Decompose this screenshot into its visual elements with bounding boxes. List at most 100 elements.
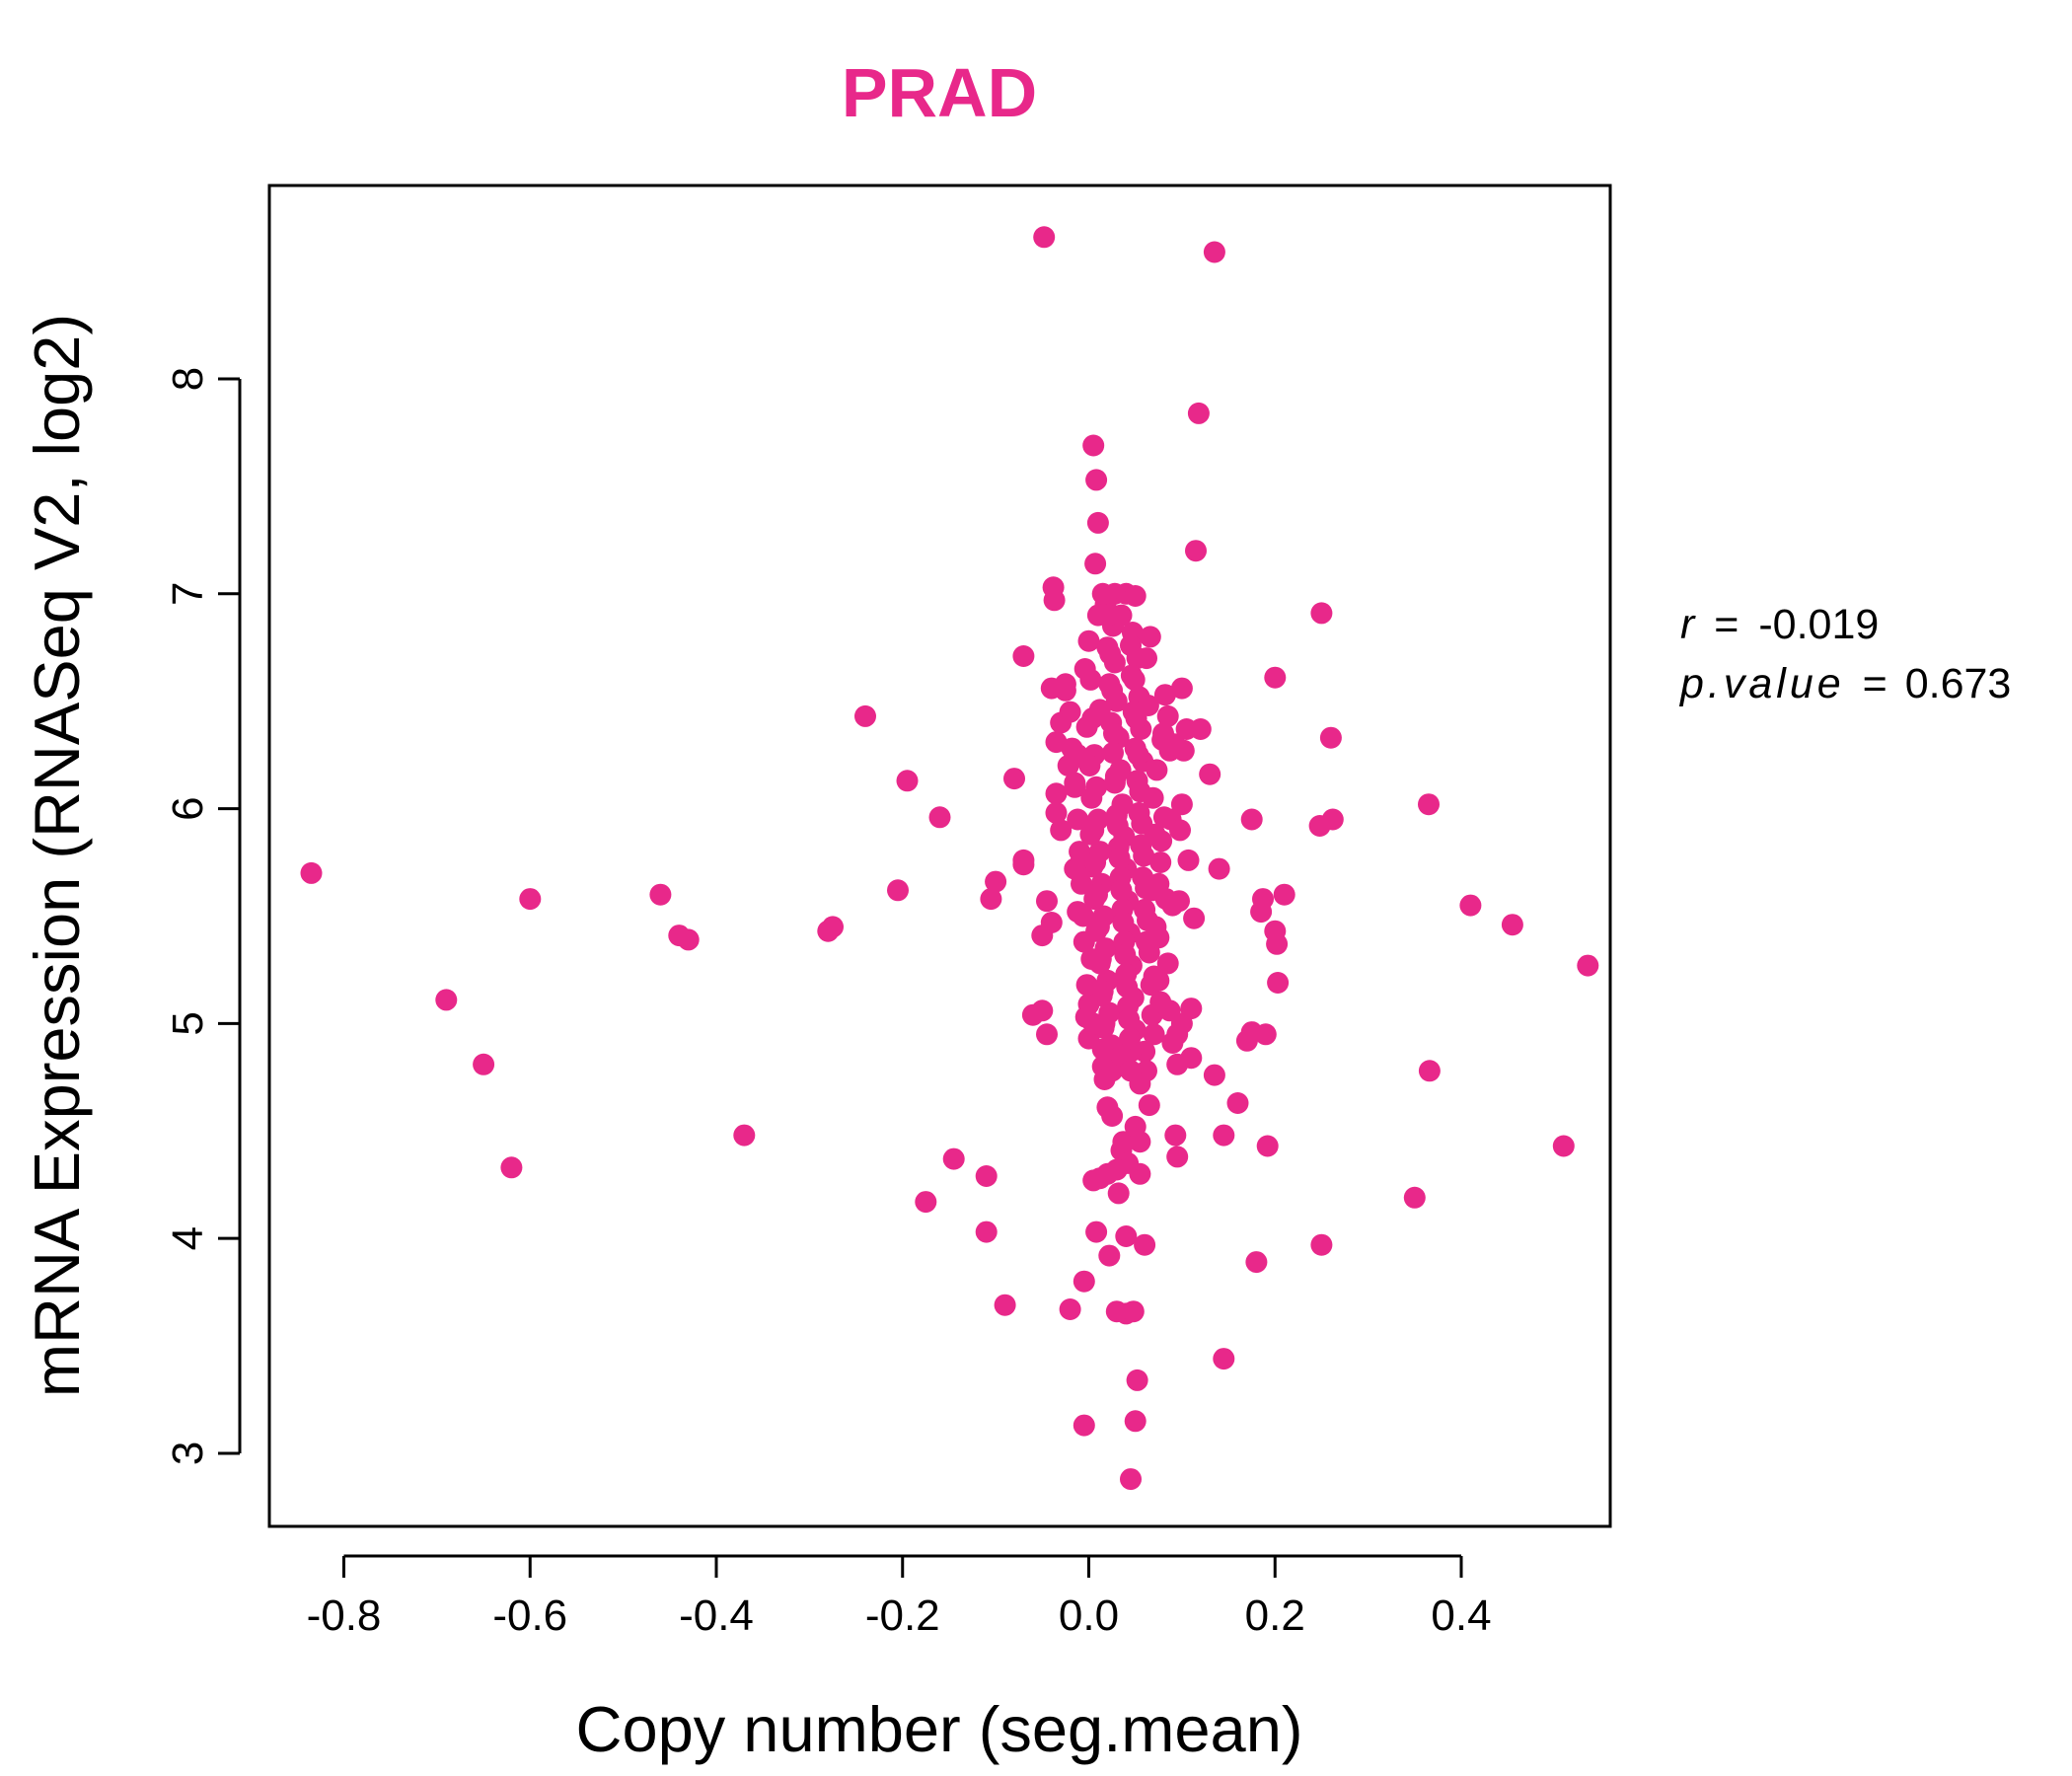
data-point-2 [473, 1053, 495, 1075]
data-point-21 [994, 1294, 1016, 1316]
data-point-263 [1067, 901, 1089, 924]
data-point-64 [1107, 1182, 1130, 1205]
data-point-280 [1150, 830, 1173, 852]
data-point-40 [1059, 1298, 1081, 1320]
data-point-278 [1147, 969, 1170, 992]
data-point-204 [1073, 658, 1096, 680]
data-point-13 [896, 770, 919, 792]
data-point-3 [500, 1156, 523, 1179]
data-point-271 [1129, 1073, 1151, 1095]
data-point-104 [1203, 241, 1225, 263]
x-tick-label-0: -0.8 [307, 1591, 382, 1640]
data-point-206 [1078, 755, 1101, 777]
y-tick-label-0: 3 [164, 1442, 212, 1465]
data-point-45 [1073, 1414, 1095, 1437]
p-equals: = [1863, 660, 1887, 707]
data-point-16 [942, 1147, 965, 1170]
x-tick-label-2: -0.4 [679, 1591, 754, 1640]
data-point-201 [1069, 841, 1091, 863]
data-point-97 [1177, 849, 1200, 871]
data-point-261 [1057, 755, 1079, 777]
data-point-99 [1180, 1047, 1203, 1070]
x-tick-label-1: -0.6 [492, 1591, 567, 1640]
data-point-38 [1050, 819, 1073, 842]
data-point-265 [1075, 974, 1098, 997]
data-point-258 [1136, 647, 1157, 670]
data-point-219 [1103, 722, 1125, 745]
data-point-222 [1108, 847, 1131, 869]
data-point-129 [1403, 1186, 1426, 1209]
data-point-227 [1118, 1008, 1141, 1030]
data-point-259 [1054, 673, 1076, 696]
data-point-254 [1124, 585, 1147, 607]
data-point-75 [1134, 1233, 1156, 1256]
data-point-19 [980, 888, 1002, 911]
data-point-4 [519, 888, 542, 911]
data-point-17 [975, 1165, 998, 1187]
data-point-243 [1147, 926, 1170, 949]
data-point-61 [1098, 1244, 1121, 1267]
data-point-266 [1082, 1012, 1105, 1035]
data-point-137 [1077, 629, 1100, 652]
y-axis: 3 4 5 6 7 8 [164, 367, 242, 1465]
data-point-118 [1256, 1135, 1279, 1157]
data-point-250 [1139, 626, 1161, 648]
y-tick-label-4: 7 [164, 582, 212, 606]
x-axis-title: Copy number (seg.mean) [576, 1693, 1303, 1765]
data-point-25 [1012, 645, 1035, 667]
data-point-240 [1142, 786, 1164, 809]
data-point-282 [1163, 733, 1186, 756]
data-point-1 [435, 989, 458, 1011]
data-point-83 [1149, 851, 1172, 873]
data-point-260 [1050, 711, 1073, 734]
data-point-10 [822, 916, 844, 938]
data-point-31 [1040, 912, 1063, 933]
data-point-132 [1459, 894, 1482, 917]
data-point-101 [1185, 540, 1207, 562]
r-label: r [1680, 601, 1696, 648]
data-point-107 [1208, 857, 1230, 880]
data-point-20 [985, 870, 1007, 893]
data-point-30 [1036, 890, 1058, 913]
data-point-226 [1116, 976, 1139, 999]
data-point-251 [1137, 695, 1159, 716]
data-point-257 [1120, 634, 1142, 657]
data-point-69 [1120, 1468, 1142, 1491]
data-point-205 [1075, 715, 1098, 738]
data-point-232 [1127, 744, 1149, 767]
data-point-113 [1240, 808, 1263, 831]
data-point-68 [1115, 1225, 1138, 1247]
data-point-29 [1036, 1023, 1058, 1046]
data-point-90 [1166, 1146, 1189, 1168]
data-point-127 [1319, 726, 1342, 749]
data-point-22 [1003, 768, 1025, 790]
data-point-130 [1418, 793, 1440, 816]
data-point-123 [1273, 883, 1295, 906]
data-point-221 [1106, 815, 1129, 837]
x-tick-label-6: 0.4 [1431, 1591, 1491, 1640]
data-point-276 [1088, 1167, 1111, 1190]
data-point-28 [1031, 999, 1054, 1022]
data-point-242 [1146, 759, 1168, 781]
data-point-199 [1064, 772, 1086, 794]
x-tick-label-5: 0.2 [1245, 1591, 1305, 1640]
data-point-109 [1213, 1348, 1235, 1370]
data-point-134 [1552, 1135, 1575, 1157]
data-point-100 [1183, 907, 1206, 929]
data-point-86 [1156, 704, 1179, 727]
chart-title: PRAD [842, 54, 1037, 131]
data-point-283 [1169, 819, 1191, 842]
svg-text:r = -0.019: r = -0.019 [1680, 601, 1879, 648]
data-point-66 [1112, 1131, 1135, 1153]
data-point-5 [649, 883, 672, 906]
data-point-248 [1156, 952, 1179, 975]
data-point-121 [1266, 932, 1289, 955]
data-point-224 [1112, 912, 1135, 933]
data-point-178 [1102, 742, 1124, 764]
x-tick-label-4: 0.0 [1059, 1591, 1119, 1640]
data-point-125 [1310, 602, 1333, 625]
data-point-93 [1170, 677, 1193, 700]
data-point-70 [1122, 1300, 1145, 1323]
data-point-94 [1170, 793, 1193, 816]
